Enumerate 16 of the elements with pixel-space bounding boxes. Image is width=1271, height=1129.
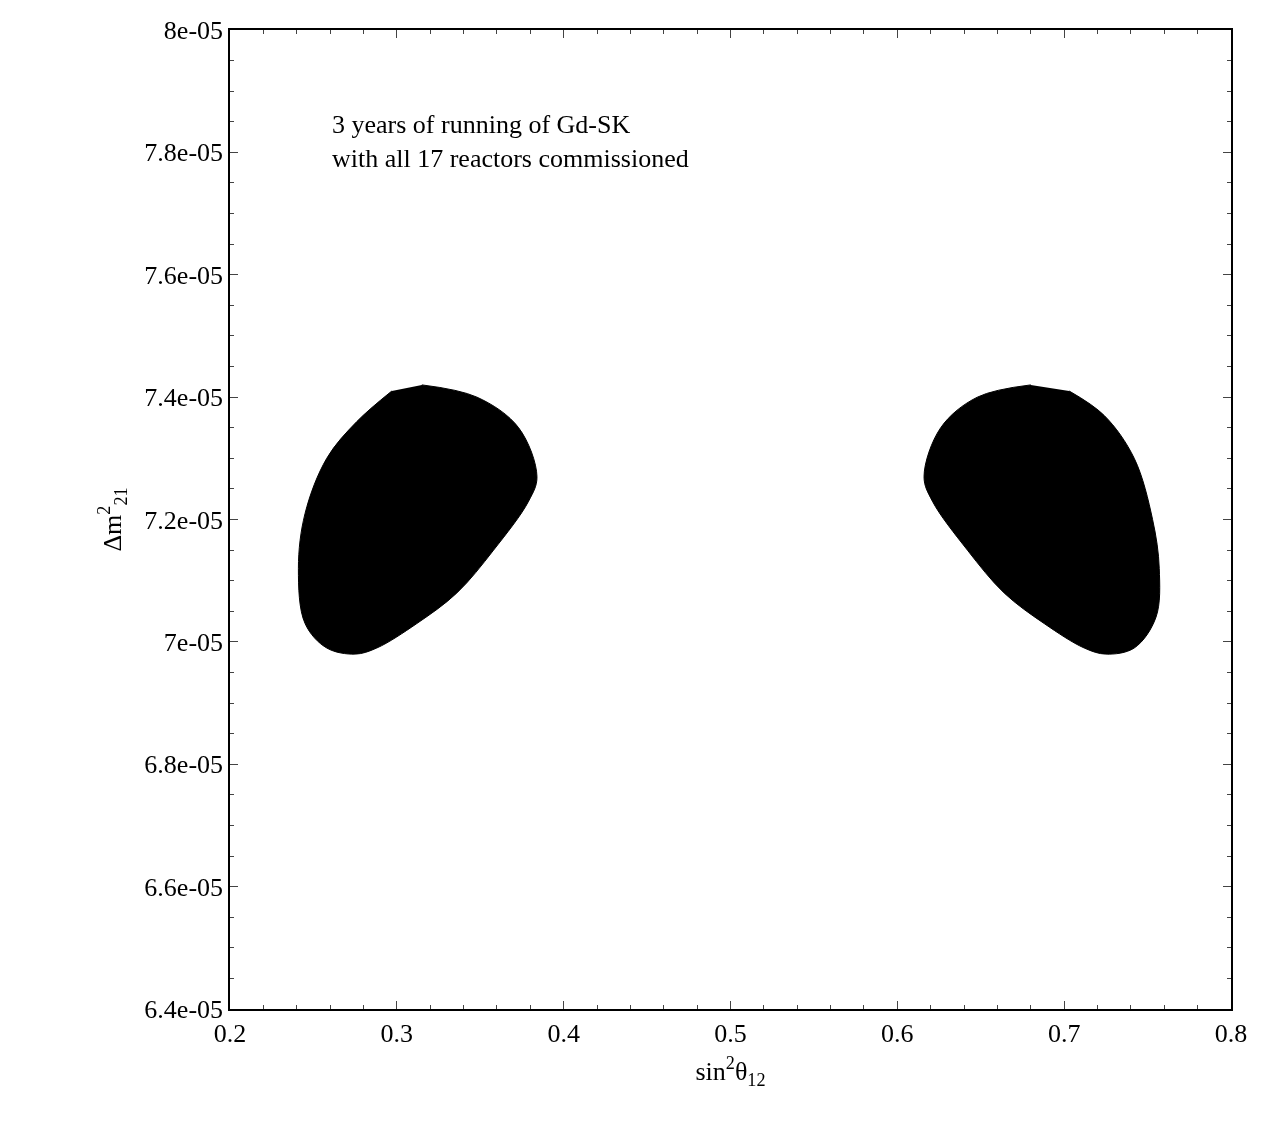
- x-tick-label: 0.7: [1047, 1018, 1081, 1048]
- y-tick-label: 6.6e-05: [144, 872, 224, 902]
- y-tick-label: 8e-05: [163, 16, 224, 46]
- y-tick-label: 7.2e-05: [144, 505, 224, 535]
- y-tick-label: 7.6e-05: [144, 260, 224, 290]
- annotation: 3 years of running of Gd-SK with all 17 reactors commissioned: [332, 110, 689, 173]
- x-tick-label: 0.3: [380, 1018, 414, 1048]
- y-tick-label: 7.8e-05: [144, 138, 224, 168]
- x-tick-label: 0.5: [714, 1018, 747, 1048]
- x-tick-label: 0.6: [881, 1018, 914, 1048]
- y-tick-label: 7.4e-05: [144, 383, 224, 413]
- y-tick-label: 6.8e-05: [144, 750, 224, 780]
- y-tick-label: 7e-05: [163, 627, 224, 657]
- x-tick-label: 0.4: [547, 1018, 580, 1048]
- x-tick-label: 0.8: [1214, 1018, 1248, 1048]
- x-axis-title: sin$^{2}$θ$_{12}$: [695, 1053, 766, 1090]
